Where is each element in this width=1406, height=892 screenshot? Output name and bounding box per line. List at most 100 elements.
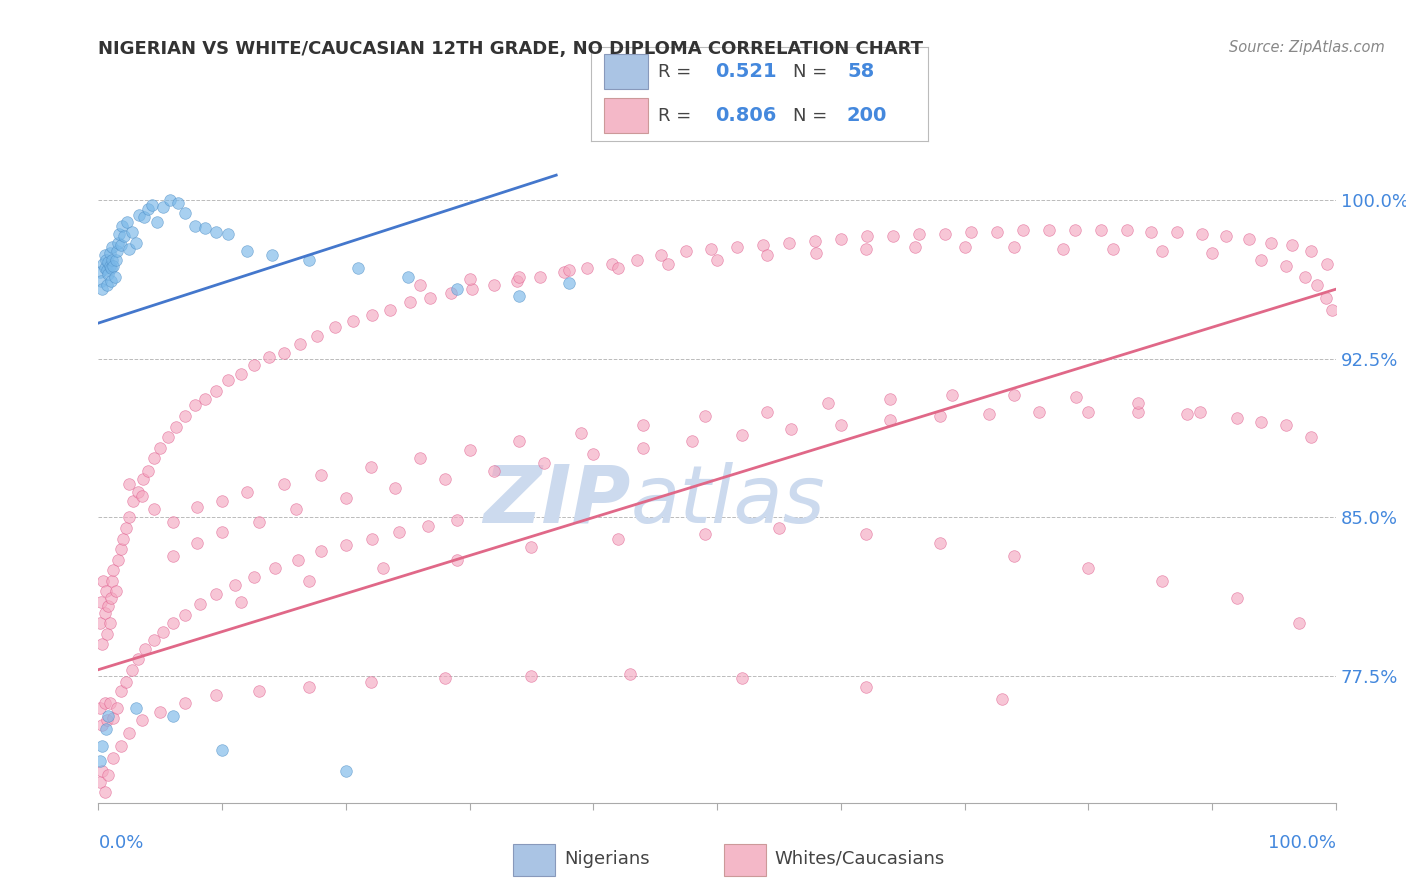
Point: [347, 261, 370, 276]
Point: [136, 464, 159, 478]
Point: [110, 542, 132, 557]
Point: [111, 219, 134, 233]
Point: [273, 476, 295, 491]
Point: [360, 459, 382, 474]
Point: [1175, 407, 1198, 421]
Point: [693, 409, 716, 423]
Point: [484, 464, 506, 478]
Point: [882, 229, 904, 244]
Point: [731, 671, 754, 685]
Point: [103, 269, 125, 284]
Point: [243, 359, 266, 373]
Point: [91, 637, 114, 651]
Point: [533, 456, 555, 470]
Point: [162, 549, 184, 563]
Point: [576, 261, 599, 276]
Point: [298, 252, 321, 267]
Point: [1299, 244, 1322, 259]
Point: [778, 235, 800, 250]
Point: [100, 274, 122, 288]
Point: [134, 641, 156, 656]
Point: [104, 252, 127, 267]
Point: [162, 616, 184, 631]
Point: [1011, 223, 1033, 237]
Point: [184, 219, 207, 233]
Point: [186, 500, 208, 514]
Point: [112, 229, 135, 244]
Point: [396, 269, 419, 284]
Point: [217, 373, 239, 387]
Point: [108, 227, 131, 242]
Point: [553, 265, 575, 279]
Point: [907, 227, 929, 242]
Point: [1152, 244, 1174, 259]
Point: [104, 584, 127, 599]
Point: [257, 350, 280, 364]
Point: [755, 248, 778, 262]
Point: [607, 261, 630, 276]
Point: [112, 532, 135, 546]
Point: [307, 328, 329, 343]
Point: [93, 248, 115, 262]
Point: [1294, 269, 1316, 284]
Point: [979, 407, 1001, 421]
Point: [229, 367, 252, 381]
Point: [631, 417, 654, 432]
Point: [101, 240, 124, 254]
Point: [89, 754, 111, 768]
Point: [211, 525, 233, 540]
Point: [93, 574, 115, 588]
Point: [98, 246, 121, 260]
Point: [1320, 303, 1343, 318]
Point: [103, 259, 125, 273]
Point: [143, 502, 166, 516]
Text: atlas: atlas: [630, 461, 825, 540]
Point: [97, 768, 120, 782]
Point: [229, 595, 252, 609]
Point: [1115, 223, 1137, 237]
Point: [508, 434, 530, 449]
Point: [446, 513, 468, 527]
Point: [1077, 405, 1099, 419]
Point: [224, 578, 246, 592]
Point: [1028, 405, 1050, 419]
Point: [174, 607, 197, 622]
Point: [127, 485, 149, 500]
Point: [101, 252, 124, 267]
Point: [1306, 278, 1329, 293]
Point: [152, 200, 174, 214]
Point: [569, 425, 592, 440]
Point: [94, 252, 117, 267]
Point: [953, 240, 976, 254]
Point: [174, 206, 197, 220]
Point: [97, 709, 120, 723]
Point: [1126, 405, 1149, 419]
Text: R =: R =: [658, 107, 692, 125]
Point: [928, 409, 950, 423]
Point: [156, 430, 179, 444]
Point: [928, 536, 950, 550]
Point: [1077, 561, 1099, 575]
Point: [93, 257, 115, 271]
Point: [360, 308, 382, 322]
Point: [186, 536, 208, 550]
Point: [94, 722, 117, 736]
Point: [582, 447, 605, 461]
Point: [879, 392, 901, 406]
Point: [205, 586, 228, 600]
Point: [236, 485, 259, 500]
Point: [631, 441, 654, 455]
Point: [205, 688, 228, 702]
Point: [118, 476, 141, 491]
Point: [706, 252, 728, 267]
Point: [134, 211, 156, 225]
Point: [298, 574, 321, 588]
Point: [166, 195, 188, 210]
Point: [287, 553, 309, 567]
Point: [114, 521, 136, 535]
Point: [211, 493, 233, 508]
Point: [619, 666, 641, 681]
Point: [626, 252, 648, 267]
Point: [162, 515, 184, 529]
Point: [508, 288, 530, 302]
